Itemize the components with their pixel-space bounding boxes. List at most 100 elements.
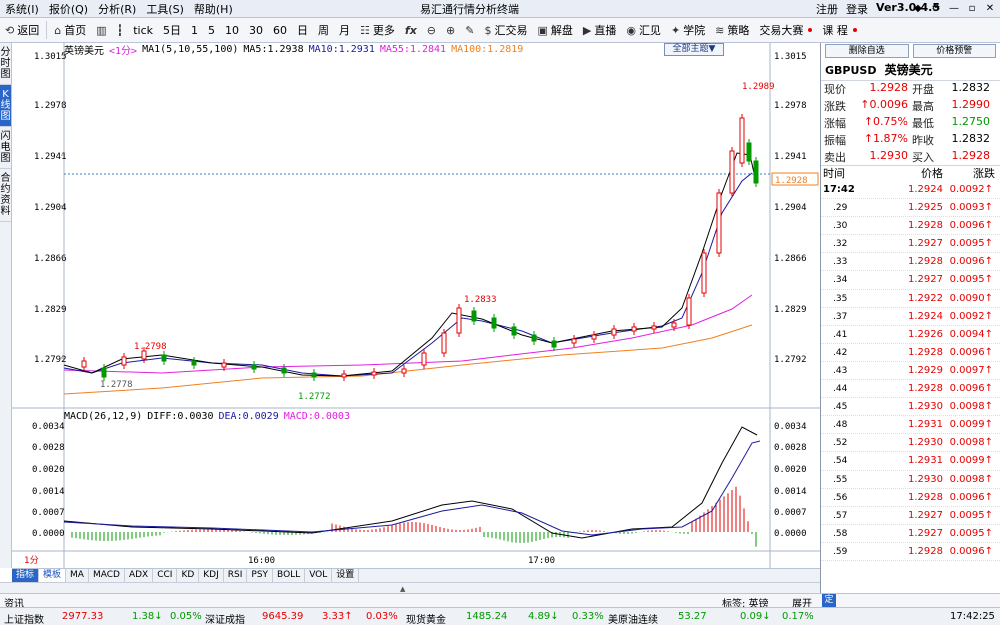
pin-button[interactable]: 定	[822, 594, 836, 607]
tick-time: .35	[833, 293, 848, 304]
tab-time-chart[interactable]: 分时图	[0, 43, 11, 85]
zoom-out-button[interactable]: ⊖	[422, 19, 441, 41]
skin-icon[interactable]: ◆	[914, 3, 922, 14]
tick-time: .57	[833, 510, 848, 521]
course-button[interactable]: 课 程	[817, 19, 862, 41]
remove-favorite-button[interactable]: 删除自选	[825, 44, 909, 58]
index-name[interactable]: 美原油连续	[608, 615, 658, 625]
tab-cci[interactable]: CCI	[153, 569, 178, 582]
home-button[interactable]: ⌂ 首页	[54, 23, 87, 38]
tab-kd[interactable]: KD	[177, 569, 200, 582]
close-icon[interactable]: ✕	[985, 3, 995, 14]
ma-header: 英镑美元 <1分> MA1(5,10,55,100) MA5:1.2938 MA…	[64, 43, 523, 57]
tick-change: 0.0096↑	[949, 220, 993, 232]
period-5day[interactable]: 5日	[163, 24, 182, 37]
period-tick[interactable]: tick	[133, 23, 154, 37]
price-tick-label-right: 1.3015	[774, 52, 807, 62]
more-button[interactable]: ☷ 更多	[360, 23, 395, 38]
horizontal-scrollbar[interactable]: ▲	[0, 582, 820, 593]
tab-settings[interactable]: 设置	[332, 569, 360, 582]
price-tick-label-left: 1.2978	[34, 101, 67, 111]
macd-tick-label-right: 0.0028	[774, 443, 807, 453]
menu-system[interactable]: 系统(I)	[5, 2, 39, 16]
macd-tick-label-left: 0.0034	[32, 422, 65, 432]
candle-body	[191, 360, 197, 366]
index-name[interactable]: 现货黄金	[406, 615, 446, 625]
menu-help[interactable]: 帮助(H)	[193, 2, 233, 16]
price-tick-label-left: 1.2941	[34, 152, 67, 162]
price-tick-label-right: 1.2904	[774, 203, 807, 213]
version-label: Ver3.0.4.5	[876, 0, 940, 14]
menu-analysis[interactable]: 分析(R)	[98, 2, 137, 16]
minimize-icon[interactable]: —	[949, 3, 959, 14]
tab-macd[interactable]: MACD	[89, 569, 125, 582]
zoom-in-button[interactable]: ⊕	[441, 19, 460, 41]
back-button[interactable]: ⟲ 返回	[5, 23, 40, 38]
price-alert-button[interactable]: 价格预警	[912, 44, 996, 58]
tick-change: 0.0092↑	[949, 184, 993, 195]
scroll-grip-icon[interactable]: ▲	[400, 585, 406, 593]
tick-row: .41 1.2926 0.0094↑	[821, 326, 1000, 344]
index-name[interactable]: 上证指数	[4, 615, 44, 625]
maximize-icon[interactable]: ▫	[968, 3, 976, 14]
tick-list[interactable]: 17:42 1.2924 0.0092↑ .29 1.2925 0.0093↑ .30 1.2…	[821, 181, 1000, 561]
bar-chart-button[interactable]: ▥	[91, 19, 111, 41]
tab-ma[interactable]: MA	[66, 569, 89, 582]
tab-psy[interactable]: PSY	[247, 569, 274, 582]
macd-diff: DIFF:0.0030	[147, 411, 214, 422]
strategy-button[interactable]: ≋ 策略	[715, 23, 750, 38]
register-link[interactable]: 注册	[816, 2, 839, 16]
huijian-button[interactable]: ◉ 汇见	[626, 23, 661, 38]
expand-button[interactable]: 展开	[792, 599, 812, 610]
period-1min[interactable]: 1	[191, 23, 199, 37]
period-30min[interactable]: 30	[249, 23, 264, 37]
period-week[interactable]: 周	[318, 24, 330, 37]
tab-rsi[interactable]: RSI	[224, 569, 248, 582]
tab-adx[interactable]: ADX	[125, 569, 154, 582]
solve-button[interactable]: ▣ 解盘	[537, 23, 573, 38]
contest-button[interactable]: 交易大赛	[754, 19, 817, 41]
index-pct: 0.33%	[572, 611, 604, 622]
fx-trade-button[interactable]: $ 汇交易	[484, 23, 528, 38]
live-button[interactable]: ▶ 直播	[582, 23, 617, 38]
macd-params[interactable]: MACD(26,12,9)	[64, 411, 143, 422]
all-themes-button[interactable]: 全部主题▼	[664, 43, 724, 56]
tab-contract-info[interactable]: 合约资料	[0, 169, 11, 222]
tab-indicator[interactable]: 指标	[12, 569, 40, 582]
tab-vol[interactable]: VOL	[305, 569, 333, 582]
tick-time: 17:42	[823, 184, 855, 195]
draw-button[interactable]: ✎	[460, 19, 479, 41]
period-day[interactable]: 日	[297, 24, 309, 37]
price-chart-svg[interactable]: 1.3015 1.3015 1.2978 1.2978 1.2941 1.2941 1.29…	[12, 43, 820, 568]
quote-key: 买入	[912, 151, 934, 164]
candle-body	[611, 328, 617, 336]
index-name[interactable]: 深证成指	[205, 615, 245, 625]
tab-flash-chart[interactable]: 闪电图	[0, 127, 11, 169]
period-month[interactable]: 月	[339, 24, 351, 37]
period-5min[interactable]: 5	[208, 23, 216, 37]
macd-header: MACD(26,12,9) DIFF:0.0030 DEA:0.0029 MAC…	[64, 411, 350, 422]
candle-body	[651, 325, 657, 330]
menu-quote[interactable]: 报价(Q)	[48, 2, 89, 16]
settings-icon[interactable]: ⚙	[931, 3, 941, 14]
tab-kdj[interactable]: KDJ	[199, 569, 224, 582]
menu-tools[interactable]: 工具(S)	[146, 2, 184, 16]
candle-body	[729, 150, 735, 194]
school-button[interactable]: ✦ 学院	[670, 23, 706, 38]
news-label[interactable]: 资讯	[4, 599, 24, 610]
login-link[interactable]: 登录	[846, 2, 869, 16]
tab-boll[interactable]: BOLL	[273, 569, 306, 582]
formula-button[interactable]: fx	[400, 19, 422, 41]
tick-row: .37 1.2924 0.0092↑	[821, 308, 1000, 326]
period-60min[interactable]: 60	[273, 23, 288, 37]
tick-price: 1.2927	[908, 509, 943, 521]
ma-params[interactable]: MA1(5,10,55,100)	[142, 44, 239, 55]
candle-button[interactable]: ┇	[112, 19, 129, 41]
index-price: 9645.39	[262, 611, 304, 622]
bar-chart-icon: ▥	[96, 23, 107, 37]
tab-template[interactable]: 模板	[39, 569, 67, 582]
tab-k-chart[interactable]: K线图	[0, 85, 11, 127]
chart-area[interactable]: 1.3015 1.3015 1.2978 1.2978 1.2941 1.2941 1.29…	[12, 43, 820, 568]
period-10min[interactable]: 10	[225, 23, 240, 37]
tick-row: .44 1.2928 0.0096↑	[821, 380, 1000, 399]
